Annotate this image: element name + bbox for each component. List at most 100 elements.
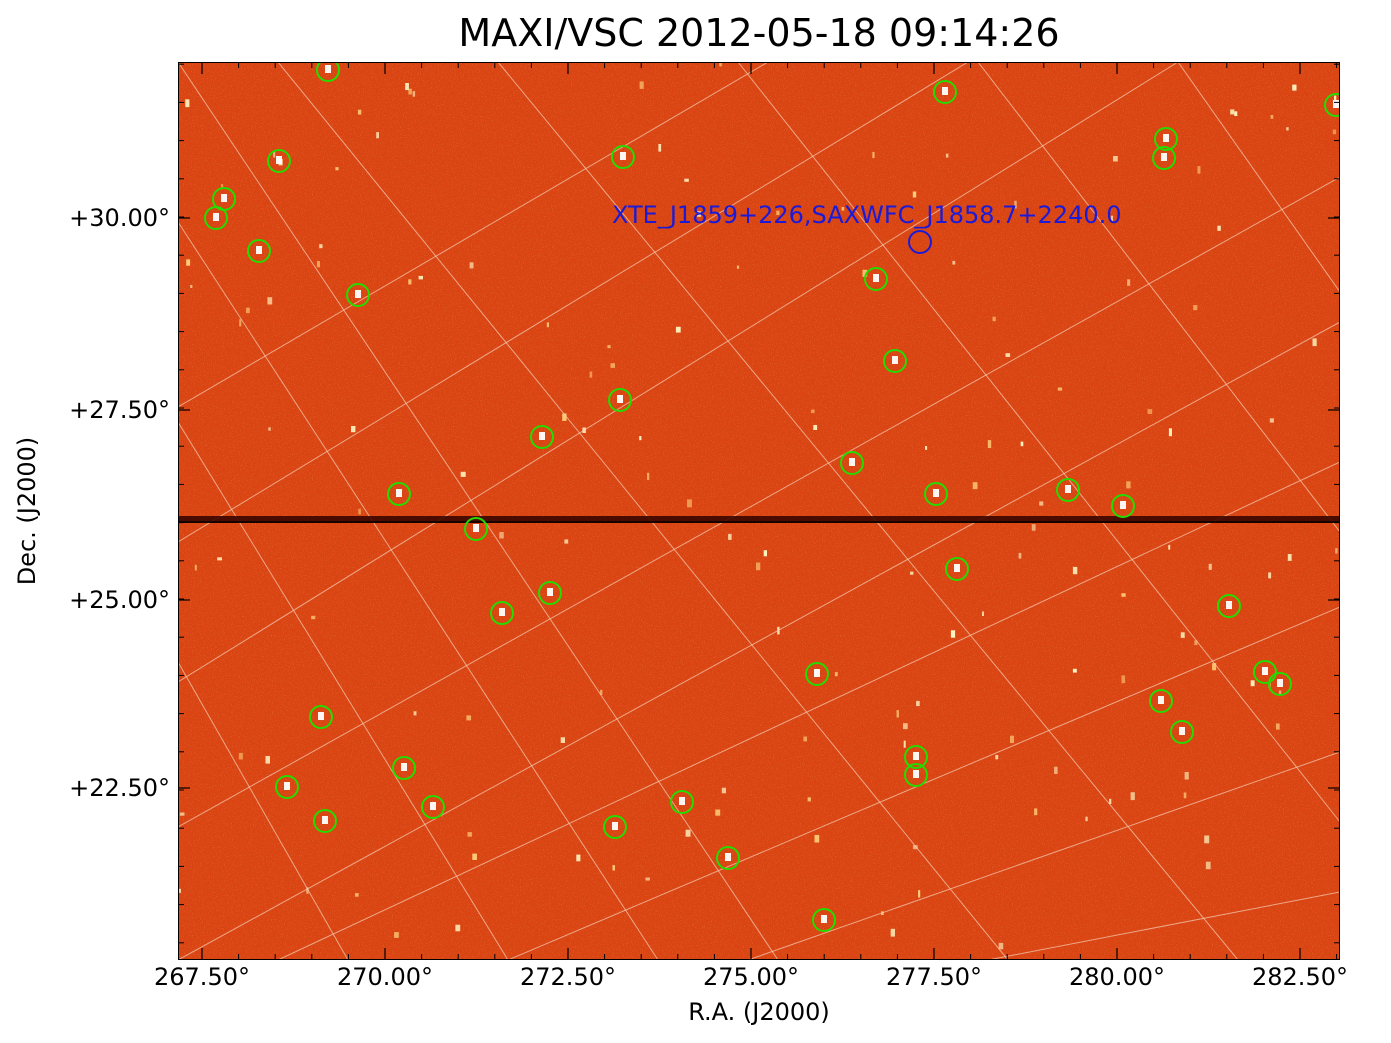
grid-line [977, 62, 1340, 533]
catalog-marker-circle-icon [933, 80, 957, 104]
faint-source [811, 409, 815, 414]
faint-source [982, 611, 984, 616]
catalog-marker-circle-icon [275, 775, 299, 799]
faint-source [412, 91, 416, 97]
x-tick-label: 267.50° [154, 963, 250, 991]
faint-source [405, 83, 409, 91]
faint-source [1230, 109, 1235, 115]
faint-source [1292, 84, 1297, 91]
bright-source [679, 797, 685, 805]
bright-source [849, 458, 855, 466]
grid-line [178, 221, 659, 960]
bright-source [1065, 485, 1071, 493]
catalog-marker-circle-icon [611, 145, 635, 169]
faint-source [600, 689, 603, 695]
faint-source [841, 207, 845, 211]
catalog-marker-circle-icon [464, 517, 488, 541]
y-tick-label: +22.50° [69, 774, 170, 802]
faint-source [1278, 690, 1282, 695]
x-tick-label: 280.00° [1069, 963, 1165, 991]
faint-source [190, 285, 193, 288]
catalog-marker-circle-icon [387, 482, 411, 506]
faint-source [896, 710, 899, 718]
faint-source [273, 151, 276, 158]
faint-source [1168, 428, 1172, 437]
catalog-marker-circle-icon [313, 809, 337, 833]
bright-source [913, 752, 919, 760]
faint-source [912, 191, 917, 198]
bright-source [1120, 501, 1126, 509]
faint-source [306, 887, 309, 894]
x-tick-label: 282.50° [1252, 963, 1348, 991]
bright-source [547, 588, 553, 596]
bright-source [892, 356, 898, 364]
faint-source [1014, 200, 1017, 209]
faint-source [178, 888, 181, 893]
faint-source [589, 371, 593, 378]
faint-source [1085, 816, 1088, 822]
catalog-marker-circle-icon [924, 482, 948, 506]
grid-line [178, 62, 969, 543]
catalog-marker-circle-icon [603, 815, 627, 839]
grid-line [178, 62, 769, 408]
catalog-marker-circle-icon [1056, 478, 1080, 502]
bright-source [620, 152, 626, 160]
grid-line [987, 891, 1340, 960]
sky-image [178, 62, 1340, 960]
x-tick-label: 272.50° [520, 963, 616, 991]
faint-source [564, 539, 569, 544]
faint-source [467, 832, 472, 837]
faint-source [834, 672, 838, 677]
catalog-marker-circle-icon [805, 662, 829, 686]
bright-source [256, 246, 262, 254]
faint-source [335, 167, 339, 171]
bright-source [430, 802, 436, 810]
faint-source [460, 471, 466, 477]
faint-source [807, 797, 811, 802]
faint-source [357, 109, 362, 115]
faint-source [1205, 861, 1211, 870]
bright-source [1277, 679, 1283, 687]
bright-source [821, 915, 827, 923]
faint-source [1194, 640, 1198, 646]
catalog-marker-circle-icon [608, 388, 632, 412]
faint-source [862, 269, 868, 277]
faint-source [756, 562, 761, 571]
bright-source [617, 395, 623, 403]
target-source-label: XTE_J1859+226,SAXWFC_J1858.7+2240.0 [612, 201, 1122, 229]
catalog-marker-circle-icon [670, 790, 694, 814]
faint-source [351, 426, 356, 433]
catalog-marker-circle-icon [490, 601, 514, 625]
faint-source [1183, 792, 1187, 799]
catalog-marker-circle-icon [1154, 127, 1178, 151]
faint-source [1072, 668, 1077, 673]
faint-source [645, 877, 650, 881]
faint-source [736, 265, 740, 269]
bright-source [942, 87, 948, 95]
grid-line [1177, 62, 1340, 293]
catalog-marker-circle-icon [1149, 689, 1173, 713]
catalog-marker-circle-icon [883, 349, 907, 373]
faint-source [1287, 554, 1292, 561]
faint-source [685, 829, 691, 837]
faint-source [455, 924, 461, 932]
catalog-marker-circle-icon [904, 763, 928, 787]
catalog-marker-circle-icon [346, 283, 370, 307]
faint-source [890, 928, 895, 937]
faint-source [763, 550, 767, 557]
faint-source [408, 279, 412, 285]
bright-source [954, 564, 960, 572]
faint-source [1113, 156, 1118, 162]
catalog-marker-circle-icon [204, 206, 228, 230]
faint-source [499, 532, 504, 539]
bright-source [814, 669, 820, 677]
faint-source [945, 153, 949, 158]
catalog-marker-circle-icon [309, 705, 333, 729]
catalog-marker-circle-icon [392, 756, 416, 780]
faint-source [1269, 418, 1274, 423]
faint-source [1020, 441, 1024, 447]
bright-source [1158, 696, 1164, 704]
faint-source [639, 81, 644, 89]
bright-source [325, 65, 331, 73]
bright-source [473, 524, 479, 532]
